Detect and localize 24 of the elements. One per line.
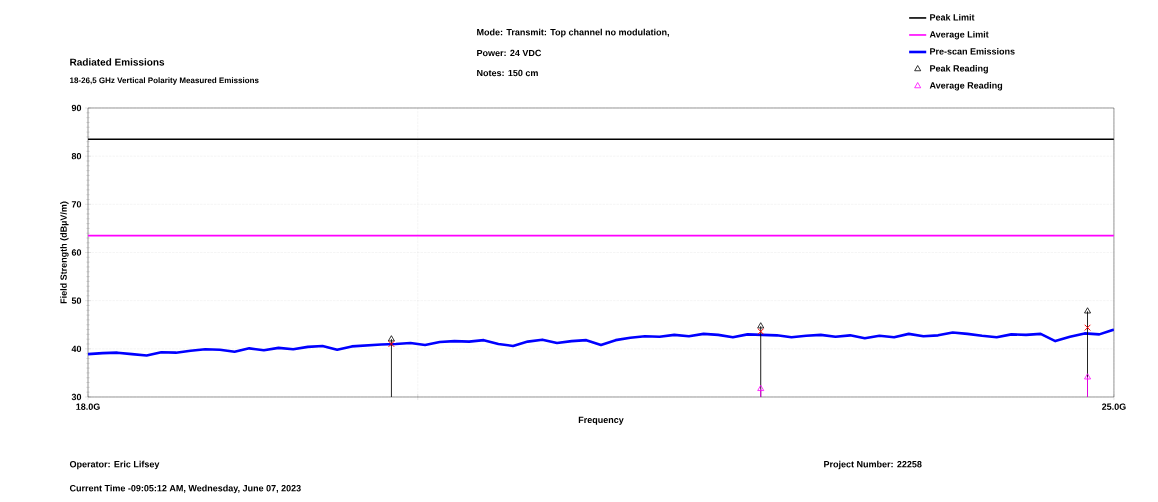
text: Mode: Transmit: Top channel no modulation,: [477, 28, 669, 38]
text: Operator: Eric Lifsey: [69, 460, 160, 470]
x-tick-label: 25.0G: [1101, 403, 1126, 410]
legend-label: Average Limit: [929, 30, 989, 40]
legend-label: Pre-scan Emissions: [930, 47, 1015, 55]
legend-label: Average Reading: [929, 82, 1003, 91]
y-tick-label: 90: [71, 104, 82, 112]
y-tick-label: 80: [71, 152, 82, 160]
x-tick-label: 18.0G: [76, 403, 100, 410]
y-tick-label: 60: [71, 249, 82, 256]
chart-subtitle: 18-26,5 GHz Vertical Polarity Measured Emissions: [70, 77, 259, 85]
x-axis-title: Frequency: [578, 416, 624, 425]
chart-title: Radiated Emissions: [70, 58, 165, 66]
legend-label: Peak Limit: [930, 13, 975, 21]
text: Notes: 150 cm: [477, 69, 538, 77]
legend-label: Peak Reading: [930, 65, 988, 74]
y-tick-label: 30: [71, 393, 82, 401]
y-tick-label: 70: [71, 201, 82, 208]
y-tick-label: 50: [71, 297, 82, 304]
text: Power: 24 VDC: [477, 49, 542, 57]
y-axis-title: Field Strength (dBµV/m): [60, 201, 69, 304]
text: Current Time -09:05:12 AM, Wednesday, June 07, 2023: [69, 484, 301, 494]
y-tick-label: 40: [71, 345, 82, 353]
text: Project Number: 22258: [824, 460, 922, 470]
